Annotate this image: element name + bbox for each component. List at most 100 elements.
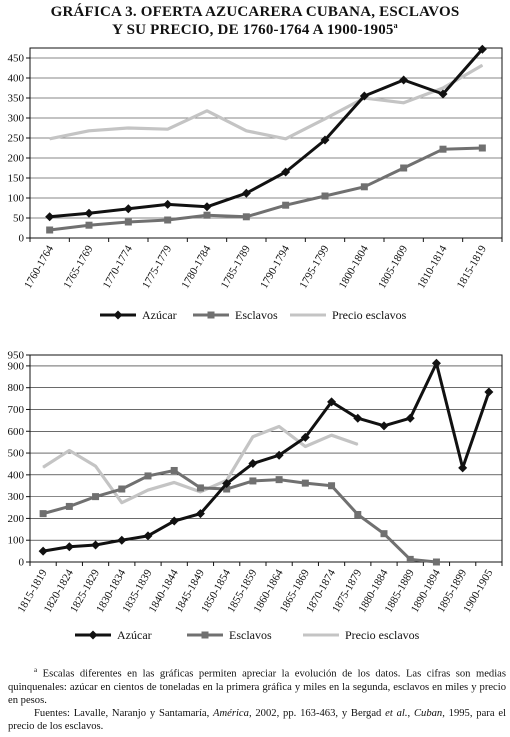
sources-suffix: , 1995, para el precio de los esclavos. <box>8 707 506 732</box>
data-point-esclavos <box>328 482 336 490</box>
data-point-azucar <box>169 516 179 526</box>
sources: Fuentes: Lavalle, Naranjo y Santamaría, … <box>8 707 506 733</box>
data-point-azucar <box>353 413 363 423</box>
footnote: a Escalas diferentes en las gráficas per… <box>8 664 506 707</box>
data-point-esclavos <box>249 477 257 485</box>
x-tick-label: 1785-1789 <box>219 243 253 291</box>
sources-title-1: América <box>213 707 249 719</box>
data-point-esclavos <box>439 145 447 153</box>
y-tick-label: 100 <box>8 535 25 547</box>
data-point-esclavos <box>400 164 408 172</box>
data-point-azucar <box>477 44 487 54</box>
data-point-precio <box>95 465 97 467</box>
data-point-precio <box>331 434 333 436</box>
y-tick-label: 350 <box>8 93 25 105</box>
data-point-azucar <box>64 542 74 552</box>
chart-2: 01002003004005006007008009009501815-1819… <box>8 350 503 642</box>
x-tick-label: 1780-1784 <box>179 243 213 291</box>
data-point-azucar <box>195 509 205 519</box>
legend-label-esclavos: Esclavos <box>229 628 272 642</box>
data-point-azucar <box>274 450 284 460</box>
legend-marker-esclavos <box>201 631 209 639</box>
y-tick-label: 500 <box>8 448 25 460</box>
series-line-azucar <box>49 48 484 219</box>
legend-marker-esclavos <box>207 311 215 319</box>
data-point-azucar <box>248 459 258 469</box>
y-tick-label: 300 <box>8 113 25 125</box>
chart-notes: a Escalas diferentes en las gráficas per… <box>8 664 506 733</box>
data-point-precio <box>245 130 247 132</box>
data-point-esclavos <box>85 221 93 229</box>
data-point-azucar <box>241 188 251 198</box>
data-point-azucar <box>438 89 448 99</box>
data-point-precio <box>167 128 169 130</box>
y-tick-label: 450 <box>8 53 25 65</box>
data-point-precio <box>127 127 129 129</box>
y-tick-label: 800 <box>8 382 25 394</box>
data-point-azucar <box>405 413 415 423</box>
data-point-azucar <box>359 91 369 101</box>
sources-etal: et al. <box>385 707 408 719</box>
x-tick-label: 1760-1764 <box>22 243 56 291</box>
footnote-text: Escalas diferentes en las gráficas permi… <box>8 668 506 706</box>
y-tick-label: 50 <box>13 213 25 225</box>
data-point-azucar <box>399 75 409 85</box>
chart-1: 0 50 100 150 200 250 300 350 400 450 1760-1764 1765… <box>8 44 503 322</box>
data-point-azucar <box>300 432 310 442</box>
title-footnote-mark: a <box>393 21 398 30</box>
data-point-precio <box>442 87 444 89</box>
x-tick-label: 1805-1809 <box>376 243 410 291</box>
data-point-esclavos <box>46 226 54 234</box>
legend-label-azucar: Azúcar <box>117 628 152 642</box>
data-point-precio <box>173 481 175 483</box>
y-tick-label: 0 <box>19 233 25 245</box>
y-tick-label: 250 <box>8 133 25 145</box>
x-tick-label: 1790-1794 <box>258 243 292 291</box>
data-point-azucar <box>117 535 127 545</box>
y-tick-label: 150 <box>8 173 25 185</box>
data-point-esclavos <box>275 476 283 484</box>
series-line-precio <box>49 63 484 141</box>
data-point-esclavos <box>164 216 172 224</box>
legend-label-esclavos: Esclavos <box>235 308 278 322</box>
series-line-azucar <box>42 361 491 553</box>
chart-title-line-2: Y SU PRECIO, DE 1760-1764 A 1900-1905a <box>0 21 510 39</box>
data-point-precio <box>252 436 254 438</box>
data-point-precio <box>68 449 70 451</box>
y-tick-label: 700 <box>8 404 25 416</box>
data-point-esclavos <box>223 485 231 493</box>
sources-title-2: Cuban <box>413 707 443 719</box>
y-tick-label: 200 <box>8 153 25 165</box>
x-tick-label: 1815-1819 <box>455 243 489 291</box>
x-tick-label: 1810-1814 <box>415 243 449 291</box>
data-point-azucar <box>327 397 337 407</box>
data-point-precio <box>199 491 201 493</box>
x-tick-label: 1765-1769 <box>61 243 95 291</box>
x-tick-label: 1770-1774 <box>101 243 135 291</box>
data-point-azucar <box>163 199 173 209</box>
y-tick-label: 100 <box>8 193 25 205</box>
chart-title-line-1: GRÁFICA 3. OFERTA AZUCARERA CUBANA, ESCL… <box>50 4 460 20</box>
y-tick-label: 900 <box>8 360 25 372</box>
data-point-esclavos <box>406 555 414 563</box>
data-point-azucar <box>222 479 232 489</box>
legend-label-azucar: Azúcar <box>142 308 177 322</box>
data-point-esclavos <box>282 201 290 209</box>
data-point-esclavos <box>196 484 204 492</box>
footnote-mark: a <box>34 666 38 674</box>
data-point-azucar <box>38 546 48 556</box>
y-tick-label: 200 <box>8 513 25 525</box>
data-point-azucar <box>202 202 212 212</box>
data-point-esclavos <box>39 510 47 518</box>
data-point-esclavos <box>203 211 211 219</box>
y-tick-label: 400 <box>8 73 25 85</box>
data-point-azucar <box>320 135 330 145</box>
data-point-esclavos <box>144 472 152 480</box>
data-point-esclavos <box>354 510 362 518</box>
data-point-azucar <box>45 212 55 222</box>
series-line-esclavos <box>42 468 437 564</box>
legend-marker-azucar <box>113 310 123 320</box>
data-point-esclavos <box>118 485 126 493</box>
x-tick-label: 1795-1799 <box>297 243 331 291</box>
legend-label-precio: Precio esclavos <box>332 308 407 322</box>
